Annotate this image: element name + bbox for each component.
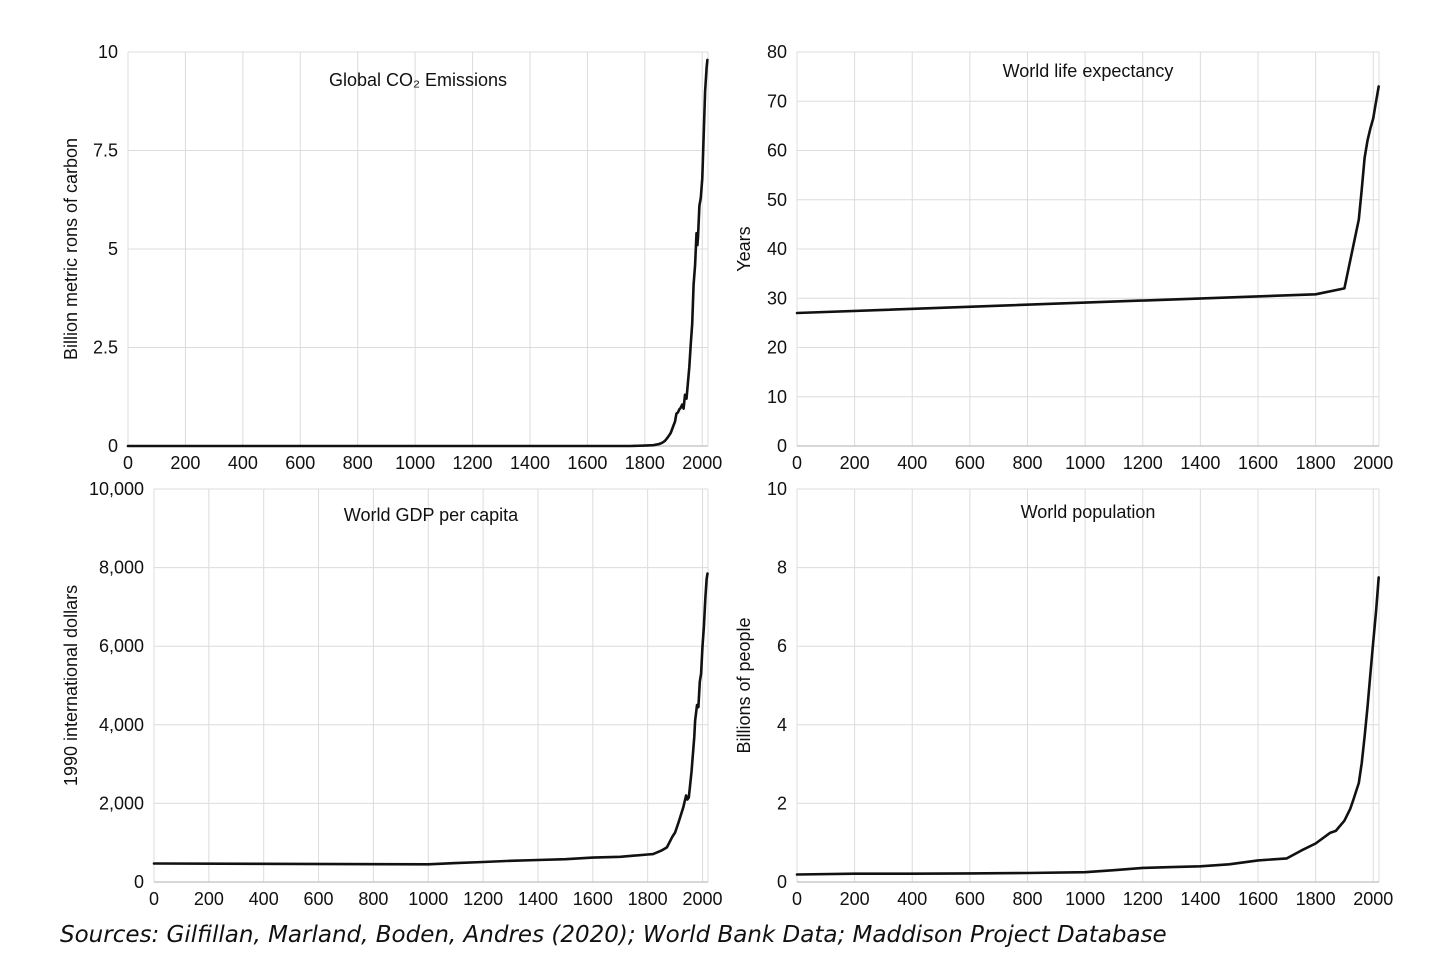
y-axis-label: Years — [734, 226, 754, 271]
x-tick-label: 1400 — [518, 889, 558, 909]
y-tick-label: 60 — [767, 141, 787, 161]
chart-panel-1: 0 200 400 600 800 1000 1200 1400 1600 1800 2000 0 2.… — [61, 42, 722, 473]
x-tick-label: 2000 — [682, 453, 722, 473]
x-tick-label: 1200 — [463, 889, 503, 909]
x-tick-label: 600 — [285, 453, 315, 473]
y-tick-label: 40 — [767, 239, 787, 259]
x-tick-label: 1200 — [453, 453, 493, 473]
series-line — [795, 576, 1380, 876]
x-tick-label: 800 — [343, 453, 373, 473]
chart-title: World GDP per capita — [344, 505, 519, 525]
x-tick-label: 0 — [149, 889, 159, 909]
x-tick-label: 1000 — [395, 453, 435, 473]
y-axis-label: Billions of people — [734, 617, 754, 753]
x-tick-label: 1000 — [1065, 889, 1105, 909]
y-tick-label: 0 — [777, 872, 787, 892]
x-tick-label: 1800 — [625, 453, 665, 473]
x-tick-label: 2000 — [1353, 453, 1393, 473]
y-tick-label: 2 — [777, 793, 787, 813]
y-tick-label: 0 — [134, 872, 144, 892]
x-tick-label: 1400 — [1180, 889, 1220, 909]
y-tick-label: 0 — [777, 436, 787, 456]
chart-grid-svg: 0 200 400 600 800 1000 1200 1400 1600 1800 200002.… — [61, 42, 1393, 909]
x-tick-label: 600 — [955, 889, 985, 909]
x-tick-label: 400 — [897, 453, 927, 473]
y-tick-label: 50 — [767, 190, 787, 210]
y-tick-label: 8 — [777, 558, 787, 578]
y-tick-label: 10 — [767, 479, 787, 499]
y-tick-label: 10 — [767, 387, 787, 407]
y-tick-label: 2.5 — [93, 338, 118, 358]
chart-title: World population — [1021, 502, 1156, 522]
series-line — [795, 85, 1380, 315]
x-tick-label: 600 — [304, 889, 334, 909]
x-tick-label: 2000 — [1353, 889, 1393, 909]
chart-panel-2: 0 200 400 600 800 1000 1200 1400 1600 1800 2000 0 10… — [734, 42, 1393, 473]
x-tick-label: 800 — [358, 889, 388, 909]
x-tick-label: 1800 — [628, 889, 668, 909]
series-line — [152, 572, 709, 866]
chart-panel-3: 0 200 400 600 800 1000 1200 1400 1600 1800 2000 0 2,… — [61, 479, 723, 909]
y-tick-label: 80 — [767, 42, 787, 62]
y-tick-label: 7.5 — [93, 141, 118, 161]
y-tick-label: 5 — [108, 239, 118, 259]
y-tick-label: 20 — [767, 338, 787, 358]
x-tick-label: 1400 — [510, 453, 550, 473]
x-tick-label: 200 — [840, 453, 870, 473]
y-tick-label: 4,000 — [99, 715, 144, 735]
x-tick-label: 1600 — [1238, 889, 1278, 909]
x-tick-label: 600 — [955, 453, 985, 473]
x-tick-label: 2000 — [682, 889, 722, 909]
y-tick-label: 4 — [777, 715, 787, 735]
x-tick-label: 400 — [249, 889, 279, 909]
y-tick-label: 30 — [767, 288, 787, 308]
x-tick-label: 1400 — [1180, 453, 1220, 473]
x-tick-label: 800 — [1012, 453, 1042, 473]
x-tick-label: 0 — [792, 453, 802, 473]
x-tick-label: 1800 — [1296, 453, 1336, 473]
chart-panel-4: 0 200 400 600 800 1000 1200 1400 1600 1800 2000 0 2 4… — [734, 479, 1393, 909]
x-tick-label: 1600 — [573, 889, 613, 909]
x-tick-label: 0 — [792, 889, 802, 909]
y-tick-label: 70 — [767, 91, 787, 111]
x-tick-label: 0 — [123, 453, 133, 473]
x-tick-label: 200 — [170, 453, 200, 473]
x-tick-label: 200 — [840, 889, 870, 909]
y-tick-label: 2,000 — [99, 793, 144, 813]
series-line — [126, 58, 709, 448]
x-tick-label: 1800 — [1296, 889, 1336, 909]
y-tick-label: 10 — [98, 42, 118, 62]
x-tick-label: 1200 — [1123, 453, 1163, 473]
x-tick-label: 200 — [194, 889, 224, 909]
chart-title: Global CO₂ Emissions — [329, 70, 507, 90]
x-tick-label: 400 — [897, 889, 927, 909]
x-tick-label: 1200 — [1123, 889, 1163, 909]
y-axis-label: 1990 international dollars — [61, 585, 81, 786]
y-tick-label: 0 — [108, 436, 118, 456]
x-tick-label: 1600 — [567, 453, 607, 473]
x-tick-label: 1000 — [1065, 453, 1105, 473]
x-tick-label: 1600 — [1238, 453, 1278, 473]
y-tick-label: 8,000 — [99, 558, 144, 578]
y-tick-label: 6,000 — [99, 636, 144, 656]
chart-title: World life expectancy — [1003, 61, 1174, 81]
y-tick-label: 10,000 — [89, 479, 144, 499]
source-note: Sources: Gilfillan, Marland, Boden, Andr… — [60, 922, 1167, 948]
x-tick-label: 400 — [228, 453, 258, 473]
y-tick-label: 6 — [777, 636, 787, 656]
y-axis-label: Billion metric rons of carbon — [61, 138, 81, 360]
x-tick-label: 1000 — [408, 889, 448, 909]
x-tick-label: 800 — [1012, 889, 1042, 909]
